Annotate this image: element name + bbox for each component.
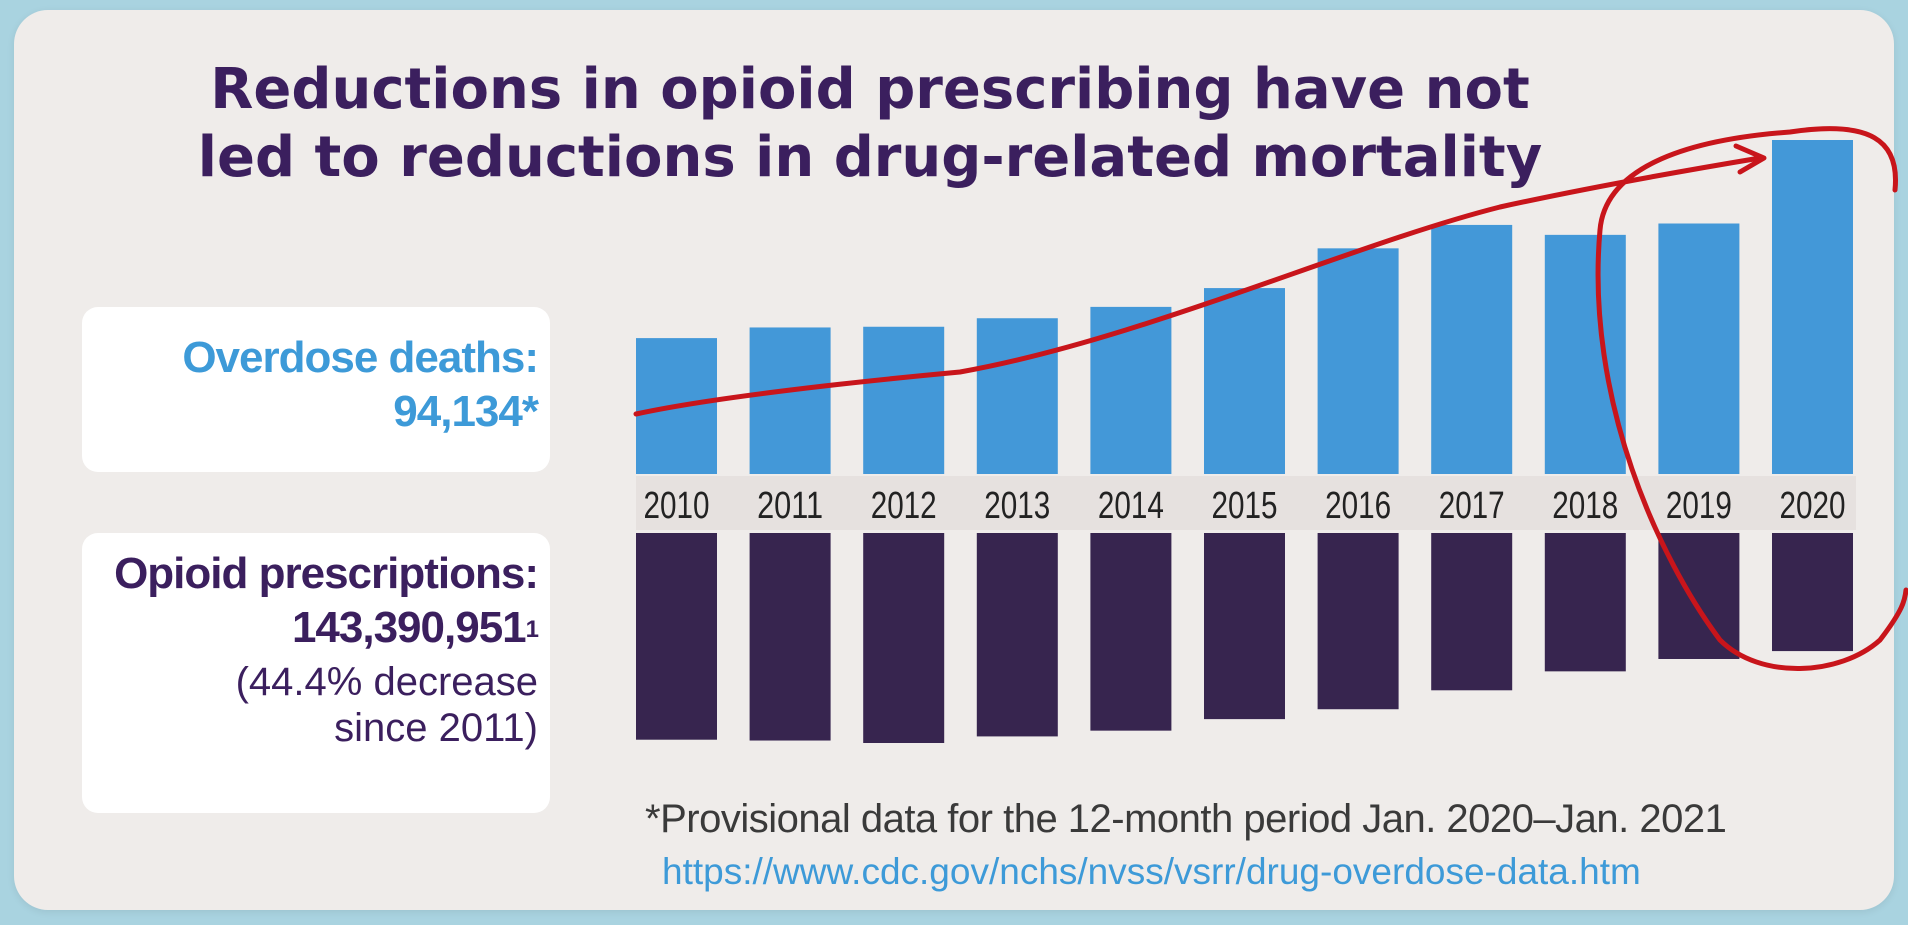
x-tick-labels: 2010 2011 2012 2013 2014 2015 2016 2017 2018 2019… bbox=[644, 485, 1846, 527]
provisional-footnote: *Provisional data for the 12-month perio… bbox=[645, 797, 1727, 841]
prescriptions-bar-2020 bbox=[1772, 533, 1853, 652]
footnote-marker: 1 bbox=[525, 616, 539, 643]
annotations bbox=[633, 126, 1908, 671]
year-label-2011: 2011 bbox=[757, 485, 823, 527]
prescriptions-bar-2010 bbox=[636, 533, 717, 740]
opioid-prescriptions-value: 143,390,9511 bbox=[82, 601, 539, 655]
opioid-prescriptions-box: Opioid prescriptions: 143,390,9511 (44.4… bbox=[82, 533, 550, 813]
year-label-2014: 2014 bbox=[1098, 485, 1164, 527]
prescriptions-bar-2014 bbox=[1090, 533, 1172, 731]
overdose-deaths-value: 94,134* bbox=[393, 387, 539, 436]
prescriptions-series bbox=[636, 533, 1853, 743]
prescriptions-bar-2013 bbox=[976, 533, 1058, 737]
opioid-prescriptions-label: Opioid prescriptions: bbox=[114, 549, 539, 598]
overdose-deaths-label: Overdose deaths: bbox=[182, 333, 539, 382]
deaths-bar-2020 bbox=[1772, 140, 1853, 474]
year-label-2019: 2019 bbox=[1666, 485, 1732, 527]
deaths-bar-2011 bbox=[749, 327, 831, 474]
prescriptions-bar-2019 bbox=[1658, 533, 1740, 659]
year-label-2015: 2015 bbox=[1212, 485, 1278, 527]
year-label-2012: 2012 bbox=[871, 485, 937, 527]
deaths-bar-2012 bbox=[863, 326, 945, 474]
deaths-bar-2019 bbox=[1658, 223, 1740, 474]
year-label-2017: 2017 bbox=[1439, 485, 1505, 527]
prescriptions-bar-2012 bbox=[863, 533, 945, 743]
decrease-note-line2: since 2011) bbox=[334, 706, 538, 750]
prescriptions-bar-2015 bbox=[1204, 533, 1285, 720]
opioid-prescriptions-number: 143,390,951 bbox=[291, 603, 527, 652]
source-link[interactable]: https://www.cdc.gov/nchs/nvss/vsrr/drug-… bbox=[662, 851, 1641, 892]
year-label-2018: 2018 bbox=[1552, 485, 1618, 527]
deaths-series bbox=[636, 140, 1853, 474]
overdose-deaths-box: Overdose deaths: 94,134* bbox=[82, 307, 550, 472]
year-label-2010: 2010 bbox=[644, 485, 710, 527]
year-label-2020: 2020 bbox=[1780, 485, 1846, 527]
prescriptions-bar-2018 bbox=[1544, 533, 1626, 672]
deaths-bar-2015 bbox=[1204, 288, 1285, 474]
deaths-bar-2018 bbox=[1544, 234, 1626, 474]
chart-title: Reductions in opioid prescribing have no… bbox=[197, 57, 1543, 190]
prescriptions-bar-2017 bbox=[1431, 533, 1513, 691]
prescriptions-bar-2011 bbox=[749, 533, 831, 741]
deaths-bar-2013 bbox=[976, 318, 1058, 474]
year-label-2013: 2013 bbox=[984, 485, 1050, 527]
highlight-loop bbox=[1595, 126, 1908, 671]
deaths-bar-2014 bbox=[1090, 306, 1172, 474]
deaths-bar-2016 bbox=[1317, 248, 1399, 474]
trend-arrow-head bbox=[1733, 143, 1767, 175]
prescriptions-bar-2016 bbox=[1317, 533, 1399, 710]
decrease-note-line1: (44.4% decrease bbox=[235, 660, 538, 704]
year-label-2016: 2016 bbox=[1325, 485, 1391, 527]
deaths-bar-2017 bbox=[1431, 224, 1513, 474]
